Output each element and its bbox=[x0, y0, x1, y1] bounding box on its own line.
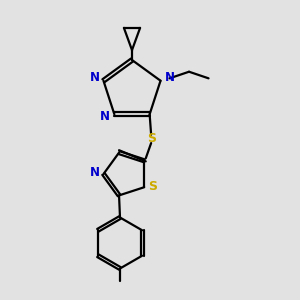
Text: S: S bbox=[148, 180, 157, 193]
Text: N: N bbox=[89, 166, 100, 179]
Text: S: S bbox=[147, 132, 156, 146]
Text: N: N bbox=[89, 71, 100, 84]
Text: N: N bbox=[100, 110, 110, 123]
Text: N: N bbox=[165, 71, 175, 84]
